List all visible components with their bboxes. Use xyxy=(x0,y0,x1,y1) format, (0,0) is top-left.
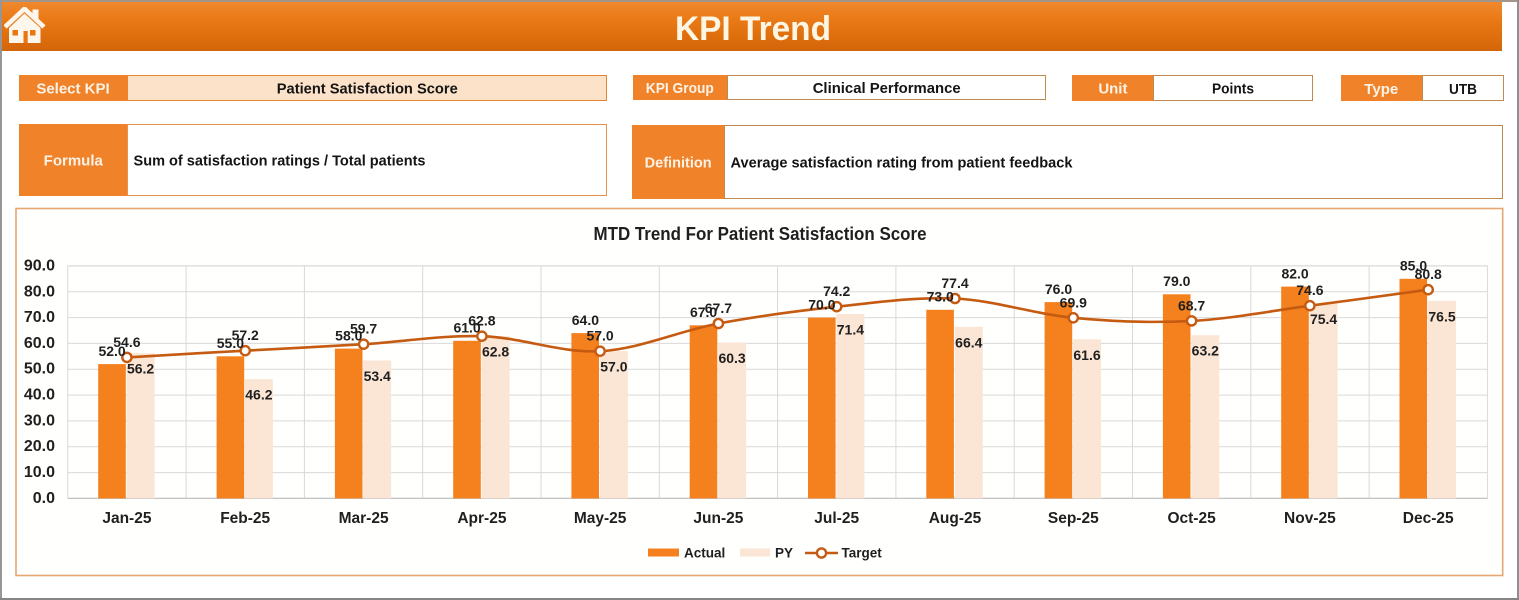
svg-text:74.2: 74.2 xyxy=(823,283,850,299)
svg-text:76.0: 76.0 xyxy=(1045,281,1072,297)
svg-text:55.0: 55.0 xyxy=(217,335,244,351)
svg-text:53.4: 53.4 xyxy=(364,368,391,384)
svg-text:73.0: 73.0 xyxy=(927,289,954,305)
svg-text:Target: Target xyxy=(842,546,883,561)
svg-text:Oct-25: Oct-25 xyxy=(1167,510,1216,527)
svg-text:Mar-25: Mar-25 xyxy=(339,510,389,527)
svg-text:Formula: Formula xyxy=(43,152,103,169)
svg-text:82.0: 82.0 xyxy=(1281,265,1308,281)
svg-text:Clinical Performance: Clinical Performance xyxy=(812,80,960,97)
svg-text:Sep-25: Sep-25 xyxy=(1048,510,1099,527)
svg-text:Select KPI: Select KPI xyxy=(36,81,109,98)
svg-text:0.0: 0.0 xyxy=(33,490,55,507)
svg-text:57.0: 57.0 xyxy=(586,328,613,344)
svg-text:10.0: 10.0 xyxy=(24,464,55,481)
svg-text:Actual: Actual xyxy=(684,546,725,561)
svg-text:70.0: 70.0 xyxy=(808,296,835,312)
svg-text:Sum of satisfaction ratings /: Sum of satisfaction ratings / Total pati… xyxy=(134,152,426,169)
svg-text:KPI Trend: KPI Trend xyxy=(675,10,831,48)
svg-text:57.0: 57.0 xyxy=(600,359,627,375)
svg-text:60.0: 60.0 xyxy=(24,335,55,352)
svg-text:20.0: 20.0 xyxy=(24,438,55,455)
svg-text:PY: PY xyxy=(775,546,793,561)
svg-text:59.7: 59.7 xyxy=(350,321,377,337)
svg-text:Apr-25: Apr-25 xyxy=(457,510,506,527)
svg-text:71.4: 71.4 xyxy=(837,322,864,338)
svg-text:54.6: 54.6 xyxy=(113,334,140,350)
svg-text:90.0: 90.0 xyxy=(24,257,55,274)
svg-text:Jun-25: Jun-25 xyxy=(693,510,743,527)
svg-text:Jan-25: Jan-25 xyxy=(102,510,151,527)
svg-text:Definition: Definition xyxy=(645,154,712,171)
svg-text:MTD Trend For Patient Satisfac: MTD Trend For Patient Satisfaction Score xyxy=(594,224,927,244)
svg-text:Aug-25: Aug-25 xyxy=(929,510,982,527)
svg-text:Patient Satisfaction Score: Patient Satisfaction Score xyxy=(276,81,457,98)
svg-text:Points: Points xyxy=(1212,80,1254,97)
svg-text:80.0: 80.0 xyxy=(24,283,55,300)
svg-text:Unit: Unit xyxy=(1098,80,1127,97)
svg-text:Nov-25: Nov-25 xyxy=(1284,510,1336,527)
svg-text:61.6: 61.6 xyxy=(1073,347,1100,363)
svg-text:Average satisfaction rating fr: Average satisfaction rating from patient… xyxy=(731,154,1074,171)
svg-text:80.8: 80.8 xyxy=(1415,266,1442,282)
svg-text:40.0: 40.0 xyxy=(24,387,55,404)
svg-text:May-25: May-25 xyxy=(574,510,627,527)
svg-text:Jul-25: Jul-25 xyxy=(814,510,859,527)
svg-text:UTB: UTB xyxy=(1449,80,1477,97)
svg-text:Type: Type xyxy=(1364,80,1398,97)
svg-text:76.5: 76.5 xyxy=(1428,308,1455,324)
svg-text:56.2: 56.2 xyxy=(127,361,154,377)
svg-text:52.0: 52.0 xyxy=(98,343,125,359)
svg-text:79.0: 79.0 xyxy=(1163,273,1190,289)
svg-text:66.4: 66.4 xyxy=(955,334,982,350)
svg-text:Feb-25: Feb-25 xyxy=(220,510,270,527)
svg-text:46.2: 46.2 xyxy=(245,387,272,403)
svg-text:64.0: 64.0 xyxy=(572,312,599,328)
svg-text:67.0: 67.0 xyxy=(690,304,717,320)
svg-text:69.9: 69.9 xyxy=(1060,294,1087,310)
svg-text:77.4: 77.4 xyxy=(941,275,968,291)
svg-text:74.6: 74.6 xyxy=(1296,282,1323,298)
svg-text:61.0: 61.0 xyxy=(453,320,480,336)
svg-text:62.8: 62.8 xyxy=(468,313,495,329)
svg-text:30.0: 30.0 xyxy=(24,412,55,429)
svg-text:57.2: 57.2 xyxy=(232,327,259,343)
svg-text:68.7: 68.7 xyxy=(1178,297,1205,313)
svg-text:85.0: 85.0 xyxy=(1400,258,1427,274)
svg-text:67.7: 67.7 xyxy=(705,300,732,316)
svg-text:KPI Group: KPI Group xyxy=(646,80,714,97)
svg-text:58.0: 58.0 xyxy=(335,327,362,343)
svg-text:Dec-25: Dec-25 xyxy=(1403,510,1454,527)
svg-text:50.0: 50.0 xyxy=(24,361,55,378)
svg-text:70.0: 70.0 xyxy=(24,309,55,326)
svg-text:75.4: 75.4 xyxy=(1310,311,1337,327)
svg-text:63.2: 63.2 xyxy=(1192,343,1219,359)
svg-text:62.8: 62.8 xyxy=(482,344,509,360)
svg-text:60.3: 60.3 xyxy=(718,350,745,366)
